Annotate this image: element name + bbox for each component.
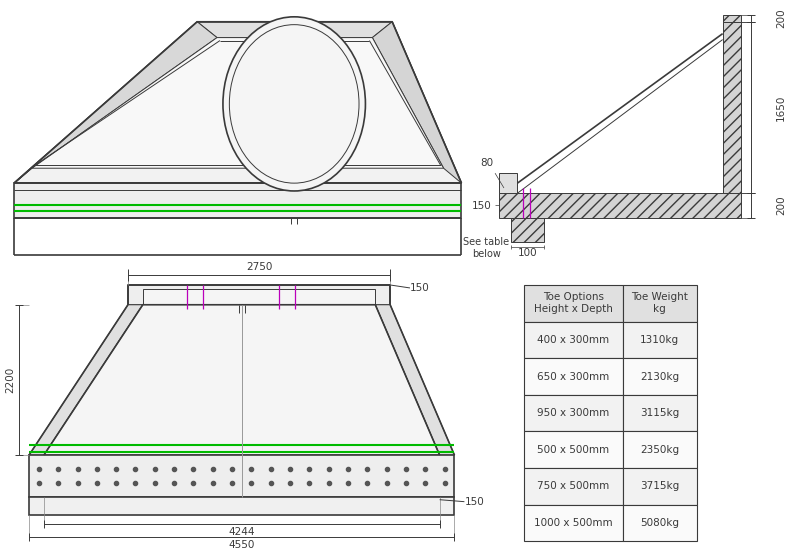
Text: 150: 150: [470, 201, 491, 211]
Bar: [29, 497, 454, 515]
Text: 3115kg: 3115kg: [639, 408, 679, 418]
Polygon shape: [197, 22, 392, 37]
Text: 2130kg: 2130kg: [639, 371, 679, 382]
Text: 500 x 500mm: 500 x 500mm: [537, 445, 608, 455]
Text: 80: 80: [479, 158, 492, 168]
Bar: [722, 22, 740, 193]
Text: 4244: 4244: [228, 527, 255, 537]
Bar: [622, 505, 696, 541]
Polygon shape: [32, 37, 443, 168]
Bar: [523, 285, 622, 322]
Bar: [128, 285, 390, 305]
Bar: [523, 468, 622, 505]
Bar: [14, 183, 461, 218]
Polygon shape: [14, 22, 461, 183]
Bar: [510, 218, 543, 243]
Bar: [622, 468, 696, 505]
Text: Toe Weight
kg: Toe Weight kg: [631, 292, 688, 315]
Text: 150: 150: [464, 497, 483, 507]
Text: 2350kg: 2350kg: [639, 445, 679, 455]
Polygon shape: [29, 305, 143, 455]
Bar: [523, 358, 622, 395]
Text: See table
below: See table below: [462, 238, 508, 259]
Bar: [622, 431, 696, 468]
Text: 3715kg: 3715kg: [639, 481, 679, 491]
Polygon shape: [375, 305, 454, 455]
Text: 200: 200: [775, 195, 785, 215]
Bar: [523, 505, 622, 541]
Text: 950 x 300mm: 950 x 300mm: [536, 408, 608, 418]
Bar: [622, 358, 696, 395]
Bar: [499, 173, 516, 193]
Text: 4550: 4550: [228, 540, 255, 550]
Bar: [523, 395, 622, 431]
Text: 150: 150: [410, 283, 429, 293]
Polygon shape: [372, 22, 461, 183]
Text: 100: 100: [517, 248, 537, 258]
Ellipse shape: [223, 17, 365, 191]
Bar: [622, 322, 696, 358]
Text: 1650: 1650: [775, 94, 785, 120]
Text: 200: 200: [775, 8, 785, 28]
Text: 400 x 300mm: 400 x 300mm: [537, 335, 608, 345]
Polygon shape: [14, 22, 217, 183]
Text: 1000 x 500mm: 1000 x 500mm: [534, 518, 611, 528]
Bar: [523, 431, 622, 468]
Polygon shape: [44, 305, 439, 455]
Text: Toe Options
Height x Depth: Toe Options Height x Depth: [533, 292, 612, 315]
Bar: [29, 455, 454, 497]
Bar: [722, 15, 740, 22]
Bar: [622, 285, 696, 322]
Text: 5080kg: 5080kg: [640, 518, 679, 528]
Bar: [523, 322, 622, 358]
Text: 650 x 300mm: 650 x 300mm: [536, 371, 608, 382]
Text: 2200: 2200: [5, 367, 15, 393]
Text: 2750: 2750: [246, 262, 272, 272]
Text: 750 x 500mm: 750 x 500mm: [536, 481, 608, 491]
Bar: [499, 193, 740, 218]
Bar: [622, 395, 696, 431]
Text: 1310kg: 1310kg: [639, 335, 679, 345]
Bar: [143, 289, 375, 304]
